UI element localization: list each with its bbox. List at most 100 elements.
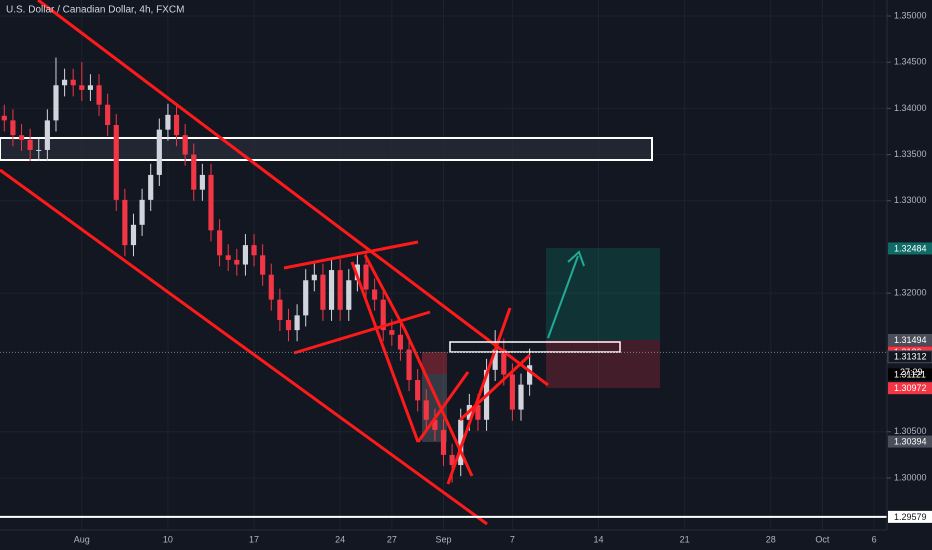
x-tick-label: 14 bbox=[594, 534, 604, 544]
candle-body bbox=[225, 255, 231, 260]
candle-body bbox=[440, 429, 447, 455]
channel-top bbox=[37, 0, 549, 387]
candle-body bbox=[277, 299, 283, 320]
wave-line bbox=[446, 307, 512, 485]
candle-body bbox=[79, 85, 85, 90]
candle-body bbox=[87, 85, 94, 90]
resistance-zone bbox=[0, 137, 653, 161]
x-tick-label: 7 bbox=[510, 534, 515, 544]
candle-body bbox=[53, 85, 59, 121]
candle-body bbox=[234, 259, 240, 265]
candle-body bbox=[432, 419, 438, 430]
x-tick-label: Sep bbox=[435, 534, 451, 544]
candle-body bbox=[130, 224, 137, 246]
axis: 1.35000 1.34500 1.34000 1.33500 1.33000 1.320… bbox=[74, 10, 932, 544]
breakout-box bbox=[449, 341, 621, 353]
candle-body bbox=[303, 280, 309, 316]
candle-body bbox=[148, 174, 154, 200]
price-badge-label: 1.32484 bbox=[894, 243, 927, 253]
candle-body bbox=[139, 199, 145, 225]
candle-body bbox=[501, 349, 507, 375]
candle-body bbox=[518, 384, 524, 410]
candle-body bbox=[527, 365, 533, 385]
wave-line bbox=[350, 261, 420, 443]
price-badge bbox=[888, 510, 932, 523]
countdown: 27:29 bbox=[900, 367, 923, 377]
candle-body bbox=[199, 174, 205, 190]
price-badge bbox=[888, 368, 932, 381]
candle-body bbox=[122, 199, 128, 246]
chart-title: U.S. Dollar / Canadian Dollar, 4h, FXCM bbox=[6, 5, 184, 16]
candle-body bbox=[182, 135, 188, 155]
drawings bbox=[0, 0, 549, 526]
price-badge-label: 1.31494 bbox=[894, 335, 927, 345]
arrow-head bbox=[567, 250, 585, 267]
candle-body bbox=[389, 330, 395, 335]
candle-body bbox=[509, 374, 515, 410]
candle-body bbox=[10, 120, 16, 136]
candle-body bbox=[96, 85, 102, 105]
x-tick-label: 28 bbox=[766, 534, 776, 544]
candle-body bbox=[191, 154, 197, 190]
candle-body bbox=[260, 255, 266, 275]
x-tick-label: 21 bbox=[680, 534, 690, 544]
candle-body bbox=[458, 419, 464, 466]
stop-zone bbox=[546, 340, 660, 388]
price-badge-label: 1.30972 bbox=[894, 383, 927, 393]
candle-body bbox=[320, 274, 326, 310]
candle-body bbox=[208, 174, 214, 231]
price-badge bbox=[888, 382, 932, 395]
candles bbox=[1, 57, 533, 483]
x-tick-label: 24 bbox=[335, 534, 345, 544]
candle-body bbox=[380, 299, 386, 331]
candle-body bbox=[415, 380, 421, 401]
candle-body bbox=[62, 79, 68, 86]
candle-body bbox=[18, 135, 25, 140]
candle-body bbox=[1, 115, 7, 121]
candle-body bbox=[328, 270, 335, 310]
target-arrow bbox=[547, 255, 579, 339]
levels bbox=[0, 351, 887, 518]
candle-body bbox=[294, 315, 300, 331]
y-tick-label: 1.34000 bbox=[894, 103, 927, 113]
price-badge-label: 1.30394 bbox=[894, 436, 927, 446]
price-badge-label: 1.29579 bbox=[894, 512, 927, 522]
candle-body bbox=[165, 114, 171, 130]
y-tick-label: 1.33000 bbox=[894, 195, 927, 205]
candle-body bbox=[217, 230, 223, 256]
wave-line bbox=[363, 254, 407, 331]
x-tick-label: 10 bbox=[163, 534, 173, 544]
price-badge bbox=[888, 435, 932, 448]
candle-body bbox=[242, 245, 249, 265]
x-tick-label: 6 bbox=[872, 534, 877, 544]
candle-body bbox=[372, 289, 378, 300]
candle-body bbox=[449, 454, 455, 466]
candle-body bbox=[27, 139, 33, 150]
price-badge-label: 1.31121 bbox=[894, 369, 926, 379]
candle-body bbox=[44, 120, 50, 150]
flag-top bbox=[283, 240, 419, 270]
y-tick-label: 1.33500 bbox=[894, 149, 927, 159]
candle-body bbox=[36, 149, 42, 151]
candle-body bbox=[268, 274, 274, 300]
x-tick-label: 27 bbox=[387, 534, 397, 544]
candle-body bbox=[70, 79, 76, 86]
candle-body bbox=[311, 274, 317, 281]
wave-line bbox=[458, 353, 532, 422]
price-badge bbox=[888, 333, 932, 346]
candle-body bbox=[173, 114, 180, 136]
candle-body bbox=[406, 349, 412, 381]
flag-bottom bbox=[293, 310, 431, 355]
y-tick-label: 1.34500 bbox=[894, 57, 927, 67]
price-badge bbox=[888, 242, 932, 255]
y-tick-label: 1.35000 bbox=[894, 10, 927, 20]
small-stop-zone bbox=[422, 352, 447, 374]
y-tick-label: 1.30000 bbox=[894, 472, 927, 482]
channel-bottom bbox=[0, 168, 488, 526]
x-tick-label: Aug bbox=[74, 534, 90, 544]
candle-body bbox=[423, 400, 429, 420]
candle-body bbox=[346, 280, 352, 310]
wave-line bbox=[416, 371, 470, 443]
candle-body bbox=[363, 264, 369, 290]
